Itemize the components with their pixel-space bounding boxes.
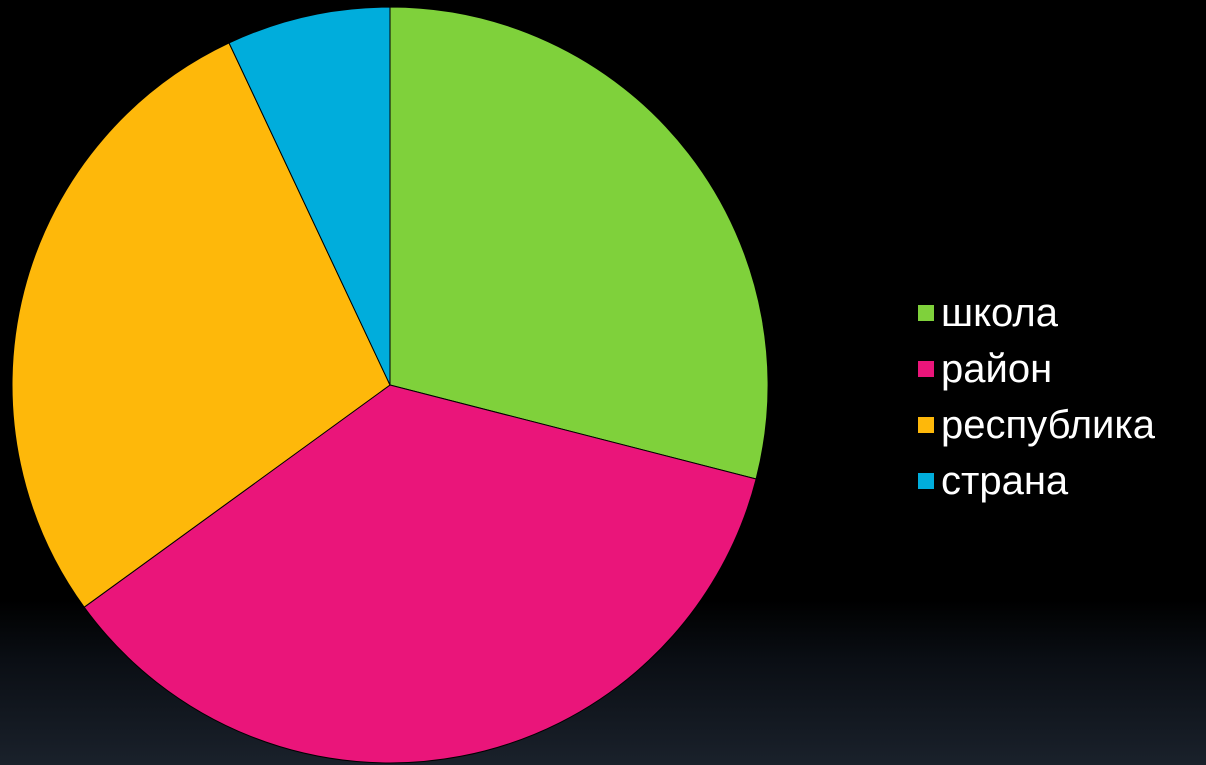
legend-label: республика — [941, 403, 1156, 447]
legend: школа район республика страна — [918, 285, 1155, 509]
legend-item: район — [918, 341, 1155, 397]
legend-swatch — [918, 417, 934, 433]
pie-slice-3 — [11, 42, 391, 608]
legend-item: школа — [918, 285, 1155, 341]
legend-swatch — [918, 361, 934, 377]
legend-swatch — [918, 305, 934, 321]
legend-label: район — [941, 347, 1053, 391]
pie-slice-2 — [83, 384, 757, 764]
legend-item: страна — [918, 453, 1155, 509]
legend-swatch — [918, 473, 934, 489]
pie-slices — [11, 6, 769, 764]
pie-slice-1 — [389, 6, 769, 480]
legend-label: страна — [941, 459, 1069, 503]
legend-item: республика — [918, 397, 1155, 453]
legend-label: школа — [941, 291, 1058, 335]
pie-slice-4 — [228, 6, 391, 386]
